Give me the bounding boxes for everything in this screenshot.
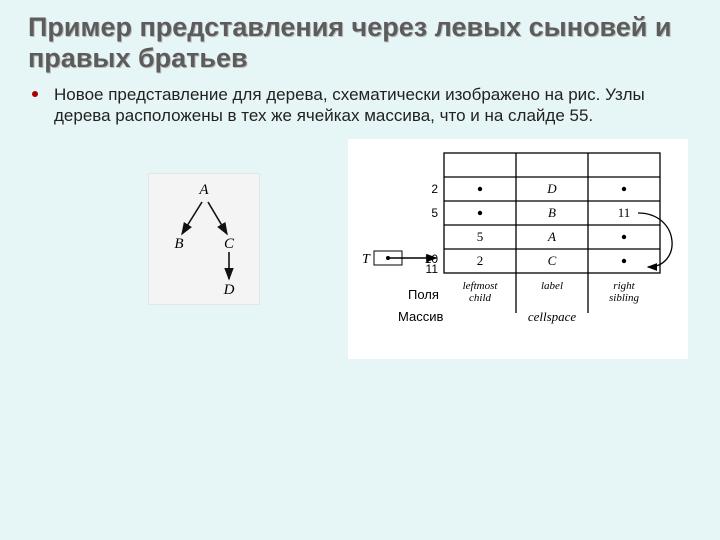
tree-node-D: D — [223, 282, 235, 298]
sibling-arc — [638, 213, 672, 267]
svg-text:2: 2 — [477, 253, 484, 268]
edge-A-B — [182, 202, 202, 234]
svg-text:11: 11 — [618, 205, 631, 220]
row-index-11: 11 — [426, 262, 439, 276]
tree-node-A: A — [198, 182, 209, 198]
svg-text:5: 5 — [477, 229, 484, 244]
svg-text:C: C — [548, 253, 557, 268]
fields-label: Поля — [408, 287, 439, 302]
array-label: Массив — [398, 309, 443, 324]
bullet-1: Новое представление для дерева, схематич… — [48, 84, 692, 127]
tree-node-B: B — [174, 236, 183, 252]
pointer-dot — [386, 256, 390, 260]
column-headers: leftmostchild label rightsibling — [463, 280, 640, 304]
svg-text:A: A — [547, 229, 556, 244]
slide-title: Пример представления через левых сыновей… — [28, 12, 692, 74]
svg-text:label: label — [541, 280, 563, 292]
svg-text:leftmostchild: leftmostchild — [463, 280, 499, 304]
tree-diagram: A B C D — [148, 173, 260, 305]
body-list: Новое представление для дерева, схематич… — [28, 84, 692, 127]
slide: Пример представления через левых сыновей… — [0, 0, 720, 540]
pointer-label: T — [362, 252, 371, 267]
cellspace-label: cellspace — [528, 309, 577, 324]
svg-text:B: B — [548, 205, 556, 220]
figures-area: A B C D T — [28, 133, 692, 453]
row-index-5: 5 — [431, 206, 438, 220]
svg-text:D: D — [546, 181, 557, 196]
tree-node-C: C — [224, 236, 235, 252]
array-diagram: T — [348, 139, 688, 359]
row-index-2: 2 — [431, 182, 438, 196]
svg-text:rightsibling: rightsibling — [609, 280, 639, 304]
edge-A-C — [208, 202, 227, 234]
